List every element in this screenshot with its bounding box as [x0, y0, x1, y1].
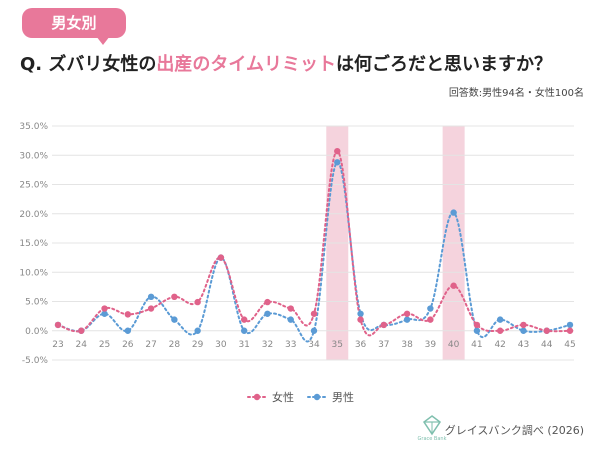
data-point-female [450, 282, 457, 289]
x-tick-label: 36 [355, 340, 367, 350]
x-tick-label: 31 [238, 340, 249, 350]
data-point-female [473, 321, 481, 329]
x-tick-label: 42 [494, 340, 505, 350]
data-point-male [310, 327, 318, 334]
data-point-male [427, 305, 434, 312]
legend-label-male: 男性 [332, 390, 354, 404]
respondent-count: 回答数:男性94名・女性100名 [448, 88, 584, 99]
legend-marker-male [313, 393, 321, 401]
data-point-male [473, 327, 481, 334]
data-point-male [147, 293, 155, 301]
legend: 女性 男性 [247, 390, 354, 404]
data-point-female [124, 311, 132, 318]
data-point-female [496, 327, 504, 334]
data-point-female [520, 321, 527, 329]
x-tick-labels: 23 24 25 26 27 28 29 30 31 32 33 34 35 36 37 38 39 40 41 42… [52, 340, 575, 350]
data-point-female [543, 327, 550, 334]
gender-tag: 男女別 [22, 8, 126, 38]
y-tick-label: 10.0% [19, 268, 48, 278]
data-point-male [171, 316, 178, 323]
x-tick-label: 40 [448, 340, 460, 350]
legend-marker-female [253, 393, 261, 401]
data-point-male [124, 327, 132, 334]
question-highlight: 出産のタイムリミット [156, 54, 337, 75]
x-tick-label: 45 [564, 340, 575, 350]
line-chart: 35.0% 30.0% 25.0% 20.0% 15.0% 10.0% 5.0% 0.0% -5… [19, 122, 575, 404]
data-point-male [194, 327, 201, 334]
data-point-male [334, 159, 341, 166]
x-tick-label: 32 [262, 340, 273, 350]
data-point-female [427, 316, 434, 323]
grid-lines [52, 125, 574, 361]
question-title: Q. ズバリ女性の出産のタイムリミットは何ごろだと思いますか？ [20, 50, 590, 76]
data-point-male [240, 327, 248, 334]
gender-tag-tail [96, 36, 110, 45]
y-tick-label: 25.0% [19, 181, 48, 191]
x-tick-label: 39 [425, 340, 437, 350]
data-point-female [287, 305, 294, 312]
x-tick-label: 33 [285, 340, 296, 350]
data-point-female [78, 327, 85, 334]
x-tick-label: 25 [99, 340, 110, 350]
series-points [54, 147, 574, 334]
data-point-female [171, 293, 178, 301]
x-tick-label: 37 [378, 340, 389, 350]
x-tick-label: 27 [145, 340, 156, 350]
y-tick-label: 15.0% [19, 239, 48, 249]
y-tick-label: 35.0% [19, 122, 48, 132]
logo-text: Grace Bank [417, 436, 447, 442]
y-tick-label: 30.0% [19, 151, 48, 161]
data-point-female [147, 305, 155, 312]
data-point-female [380, 321, 388, 329]
data-point-male [101, 310, 108, 317]
data-point-female [403, 310, 411, 317]
data-point-female [264, 298, 271, 306]
data-point-female [194, 298, 201, 306]
data-point-female [566, 327, 574, 334]
x-tick-label: 28 [169, 340, 181, 350]
x-tick-label: 43 [518, 340, 529, 350]
x-tick-label: 41 [471, 340, 482, 350]
x-tick-label: 38 [401, 340, 413, 350]
y-tick-label: -5.0% [22, 356, 49, 366]
x-tick-label: 23 [52, 340, 63, 350]
x-tick-label: 35 [332, 340, 343, 350]
data-point-male [287, 316, 294, 323]
x-tick-label: 44 [541, 340, 553, 350]
grace-bank-logo-icon [422, 415, 442, 436]
y-tick-label: 0.0% [25, 327, 48, 337]
data-point-male [496, 316, 504, 323]
question-prefix: Q. ズバリ女性の [20, 54, 157, 75]
data-point-female [310, 310, 318, 317]
data-point-male [450, 209, 457, 216]
data-point-male [264, 310, 271, 317]
x-tick-label: 34 [308, 340, 320, 350]
data-point-male [520, 327, 527, 334]
legend-label-female: 女性 [272, 390, 294, 404]
x-tick-label: 30 [215, 340, 227, 350]
data-point-female [54, 321, 62, 329]
x-tick-label: 26 [122, 340, 134, 350]
data-point-female [101, 305, 108, 312]
data-point-female [334, 147, 341, 155]
data-point-female [217, 254, 225, 261]
data-point-male [357, 310, 364, 317]
y-tick-label: 20.0% [19, 210, 48, 220]
data-point-female [240, 316, 248, 323]
y-tick-label: 5.0% [25, 298, 48, 308]
data-point-female [357, 316, 364, 323]
x-tick-label: 24 [76, 340, 88, 350]
data-point-male [403, 316, 411, 323]
question-suffix: は何ごろだと思いますか？ [336, 54, 553, 75]
data-point-male [566, 321, 574, 329]
x-tick-label: 29 [192, 340, 204, 350]
y-tick-labels: 35.0% 30.0% 25.0% 20.0% 15.0% 10.0% 5.0% 0.0% -5… [19, 122, 48, 366]
source-footer: グレイスバンク調べ (2026) [444, 424, 584, 437]
